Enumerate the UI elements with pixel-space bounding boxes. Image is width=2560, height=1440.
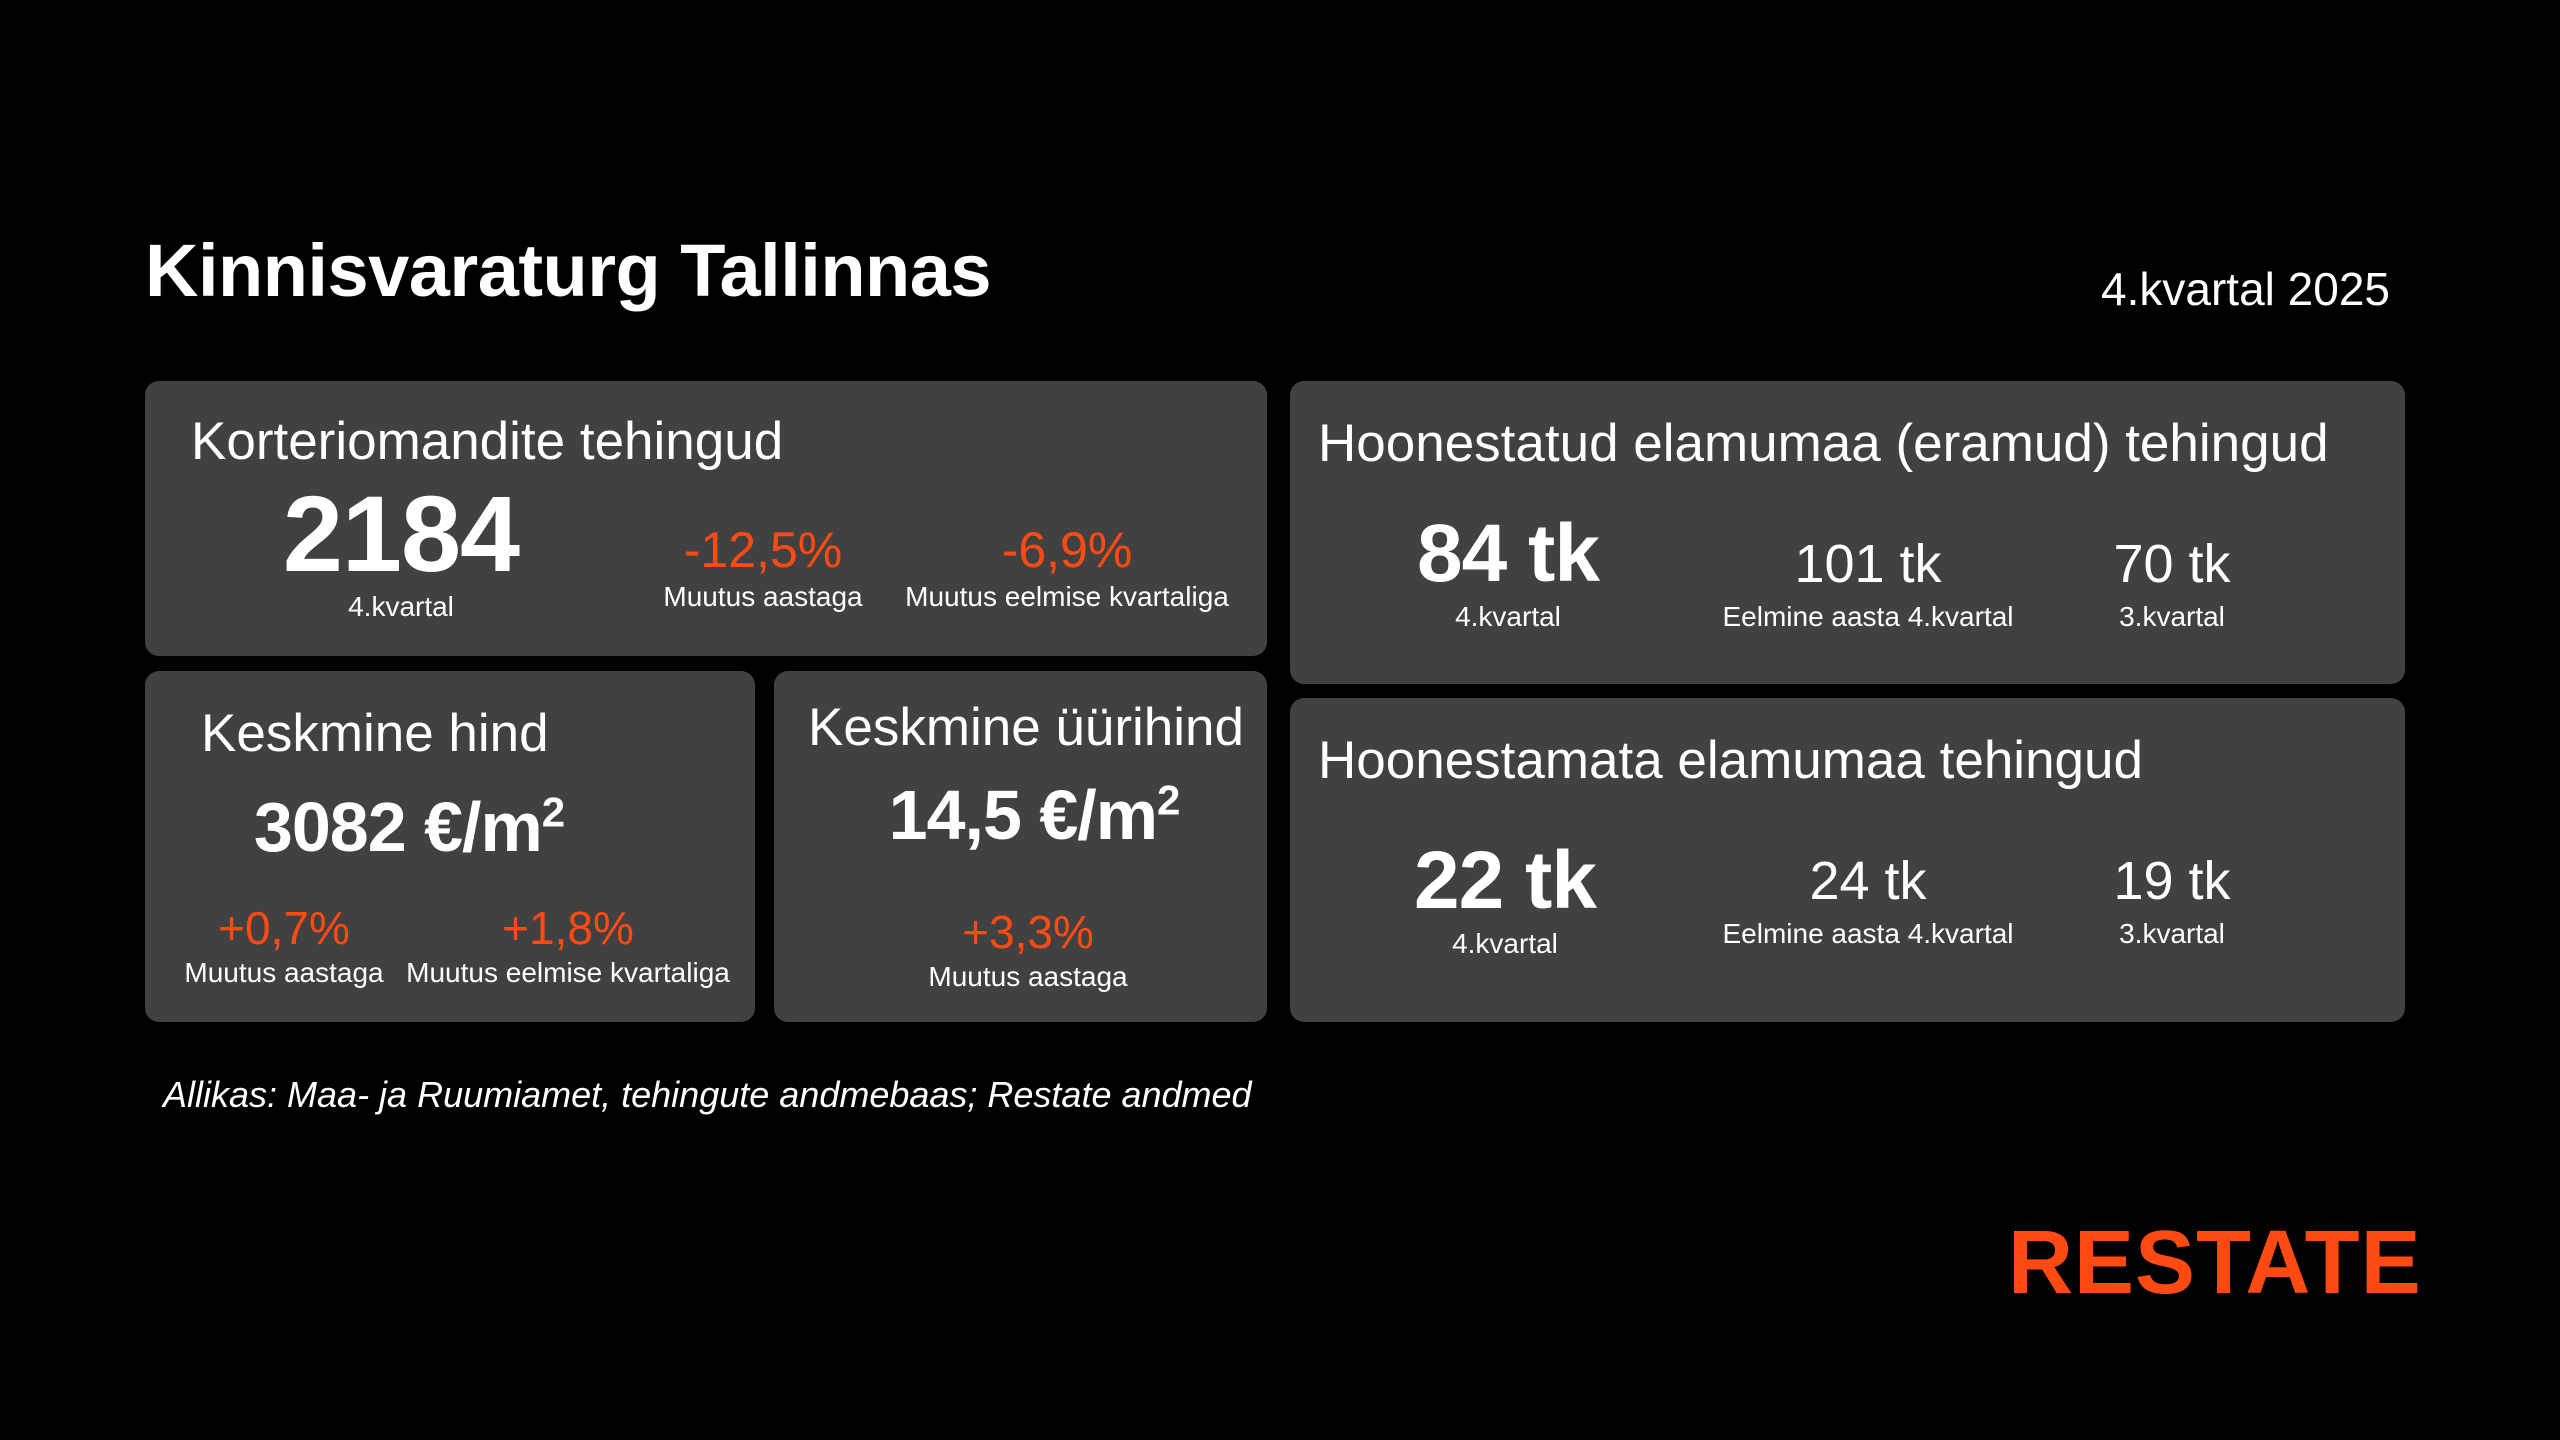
- period-label: 4.kvartal 2025: [2101, 263, 2390, 315]
- stat-caption: Muutus eelmise kvartaliga: [406, 957, 730, 988]
- unit-superscript: 2: [1156, 776, 1180, 824]
- avg-rent-card: Keskmine üürihind 14,5 €/m2 +3,3% Muutus…: [774, 671, 1267, 1022]
- stat-value: 3082 €/m: [253, 788, 543, 866]
- stat-value: 70 tk: [2113, 534, 2231, 594]
- unbuilt-land-prev-year: 24 tk Eelmine aasta 4.kvartal: [1722, 846, 2013, 950]
- avg-rent-value: 14,5 €/m2: [888, 775, 1181, 855]
- apartments-change-quarter: -6,9% Muutus eelmise kvartaliga: [905, 521, 1229, 613]
- avg-rent-change-year: +3,3% Muutus aastaga: [928, 905, 1127, 993]
- source-note: Allikas: Maa- ja Ruumiamet, tehingute an…: [163, 1074, 1252, 1115]
- page-title: Kinnisvaraturg Tallinnas: [145, 229, 992, 312]
- card-title: Korteriomandite tehingud: [191, 412, 784, 471]
- avg-price-change-quarter: +1,8% Muutus eelmise kvartaliga: [406, 901, 730, 989]
- stat-value: 14,5 €/m: [888, 776, 1158, 854]
- avg-price-change-year: +0,7% Muutus aastaga: [184, 901, 383, 989]
- stat-value: 2184: [282, 473, 520, 594]
- stat-value-wrap: 14,5 €/m2: [888, 775, 1181, 855]
- apartments-total: 2184 4.kvartal: [282, 473, 520, 623]
- stat-caption: 3.kvartal: [2119, 601, 2225, 632]
- stat-caption: Muutus aastaga: [663, 581, 863, 612]
- built-land-prev-quarter: 70 tk 3.kvartal: [2113, 529, 2230, 633]
- avg-price-card: Keskmine hind 3082 €/m2 +0,7% Muutus aas…: [145, 671, 755, 1022]
- apartments-card: Korteriomandite tehingud 2184 4.kvartal …: [145, 381, 1267, 656]
- card-title: Hoonestatud elamumaa (eramud) tehingud: [1318, 414, 2329, 473]
- stat-caption: Eelmine aasta 4.kvartal: [1722, 601, 2014, 632]
- stat-value: 24 tk: [1809, 851, 1927, 911]
- stat-caption: 3.kvartal: [2119, 918, 2225, 949]
- stat-caption: Eelmine aasta 4.kvartal: [1722, 918, 2014, 949]
- stat-caption: 4.kvartal: [348, 591, 454, 622]
- stat-value: +1,8%: [502, 902, 634, 954]
- stat-caption: 4.kvartal: [1455, 601, 1561, 632]
- stat-caption: Muutus aastaga: [184, 957, 384, 988]
- stat-caption: 4.kvartal: [1452, 928, 1558, 959]
- unbuilt-land-current: 22 tk 4.kvartal: [1414, 835, 1597, 960]
- apartments-change-year: -12,5% Muutus aastaga: [663, 521, 862, 613]
- stat-value: -6,9%: [1001, 522, 1133, 578]
- stat-value: 22 tk: [1414, 835, 1597, 926]
- unit-superscript: 2: [541, 788, 565, 836]
- stat-value-wrap: 3082 €/m2: [253, 787, 565, 867]
- stat-value: +3,3%: [962, 906, 1094, 958]
- built-land-current: 84 tk 4.kvartal: [1417, 508, 1600, 633]
- unbuilt-land-card: Hoonestamata elamumaa tehingud 22 tk 4.k…: [1290, 698, 2405, 1022]
- stat-value: +0,7%: [218, 902, 350, 954]
- stat-value: -12,5%: [683, 522, 843, 578]
- unbuilt-land-prev-quarter: 19 tk 3.kvartal: [2113, 846, 2230, 950]
- stat-caption: Muutus eelmise kvartaliga: [905, 581, 1229, 612]
- stat-caption: Muutus aastaga: [928, 961, 1128, 992]
- stat-value: 19 tk: [2113, 851, 2231, 911]
- built-land-card: Hoonestatud elamumaa (eramud) tehingud 8…: [1290, 381, 2405, 684]
- restate-logo: RESTATE: [2008, 1213, 2422, 1313]
- card-title: Keskmine hind: [201, 704, 549, 763]
- card-title: Keskmine üürihind: [808, 698, 1245, 757]
- stat-value: 101 tk: [1794, 534, 1942, 594]
- stat-value: 84 tk: [1417, 508, 1600, 599]
- avg-price-value: 3082 €/m2: [253, 787, 565, 867]
- card-title: Hoonestamata elamumaa tehingud: [1318, 731, 2143, 790]
- built-land-prev-year: 101 tk Eelmine aasta 4.kvartal: [1722, 529, 2013, 633]
